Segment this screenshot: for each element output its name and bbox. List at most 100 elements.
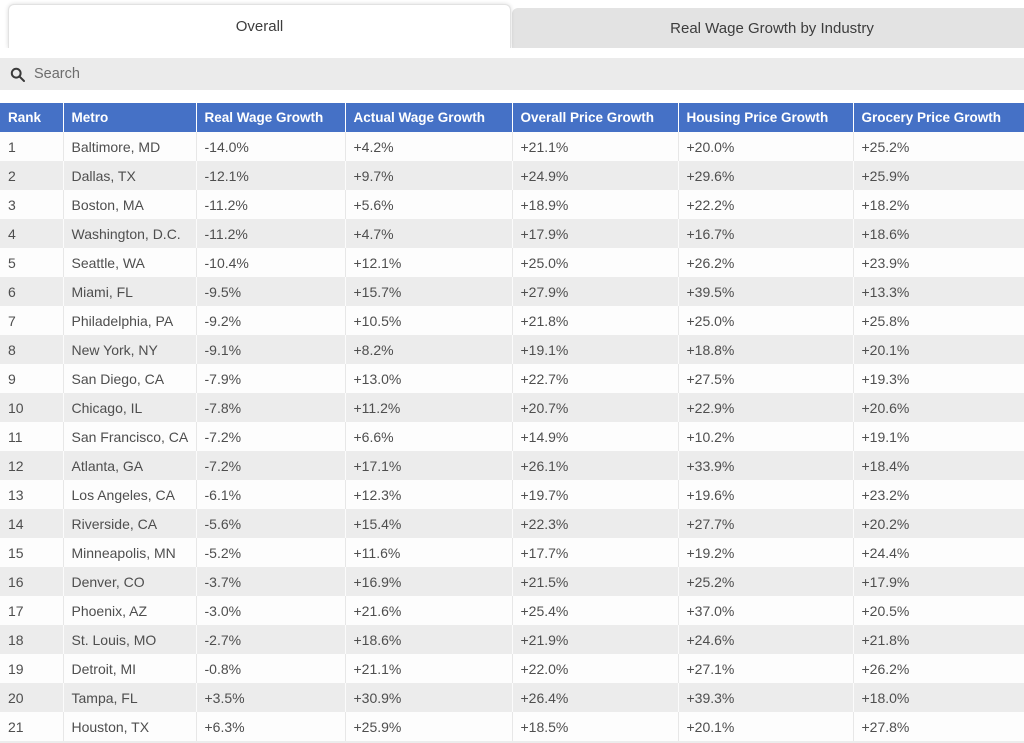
- tab-overall[interactable]: Overall: [8, 4, 511, 48]
- cell-overall-price-growth: +26.4%: [511, 683, 678, 712]
- cell-grocery-price-growth: +18.0%: [852, 683, 1024, 712]
- table-row: 1 Baltimore, MD -14.0% +4.2% +21.1% +20.0% +25…: [0, 132, 1024, 161]
- cell-grocery-price-growth: +19.3%: [852, 364, 1024, 393]
- table-row: 21 Houston, TX +6.3% +25.9% +18.5% +20.1% +27.…: [0, 712, 1024, 741]
- cell-overall-price-growth: +17.9%: [511, 219, 678, 248]
- column-header-housing-price-growth[interactable]: Housing Price Growth: [677, 103, 853, 132]
- cell-rank: 4: [8, 225, 16, 242]
- table-row: 12 Atlanta, GA -7.2% +17.1% +26.1% +33.9% +18.…: [0, 451, 1024, 480]
- cell-rank: 1: [8, 138, 16, 155]
- cell-metro: Baltimore, MD: [62, 132, 196, 161]
- cell-rank: 8: [8, 341, 16, 358]
- table-row: 10 Chicago, IL -7.8% +11.2% +20.7% +22.9% +20.…: [0, 393, 1024, 422]
- cell-grocery-price-growth: +25.2%: [852, 132, 1024, 161]
- table-row: 16 Denver, CO -3.7% +16.9% +21.5% +25.2% +17.9…: [0, 567, 1024, 596]
- cell-metro: Los Angeles, CA: [62, 480, 196, 509]
- cell-rank: 18: [8, 631, 24, 648]
- cell-housing-price-growth: +19.2%: [677, 538, 853, 567]
- cell-overall-price-growth: +22.0%: [511, 654, 678, 683]
- cell-housing-price-growth: +25.2%: [677, 567, 853, 596]
- cell-metro: Riverside, CA: [62, 509, 196, 538]
- cell-real-wage-growth: -5.6%: [195, 509, 345, 538]
- cell-overall-price-growth: +22.3%: [511, 509, 678, 538]
- search-icon: [10, 67, 25, 82]
- cell-actual-wage-growth: +9.7%: [344, 161, 512, 190]
- cell-actual-wage-growth: +12.3%: [344, 480, 512, 509]
- tab-overall-label: Overall: [235, 18, 284, 35]
- cell-metro: Atlanta, GA: [62, 451, 196, 480]
- cell-housing-price-growth: +26.2%: [677, 248, 853, 277]
- cell-real-wage-growth: -7.2%: [195, 451, 345, 480]
- search-bar: [0, 58, 1024, 90]
- table-row: 14 Riverside, CA -5.6% +15.4% +22.3% +27.7% +2…: [0, 509, 1024, 538]
- cell-overall-price-growth: +22.7%: [511, 364, 678, 393]
- cell-grocery-price-growth: +18.6%: [852, 219, 1024, 248]
- cell-housing-price-growth: +20.1%: [677, 712, 853, 741]
- table-header-row: Rank Metro Real Wage Growth Actual Wage Gro…: [0, 103, 1024, 132]
- cell-housing-price-growth: +22.9%: [677, 393, 853, 422]
- cell-grocery-price-growth: +18.2%: [852, 190, 1024, 219]
- data-table: Rank Metro Real Wage Growth Actual Wage Gro…: [0, 103, 1024, 741]
- tab-real-wage-growth-by-industry[interactable]: Real Wage Growth by Industry: [512, 8, 1024, 48]
- cell-actual-wage-growth: +17.1%: [344, 451, 512, 480]
- cell-overall-price-growth: +18.5%: [511, 712, 678, 741]
- column-header-rank[interactable]: Rank: [0, 103, 63, 132]
- cell-housing-price-growth: +24.6%: [677, 625, 853, 654]
- column-header-overall-price-growth[interactable]: Overall Price Growth: [511, 103, 678, 132]
- cell-metro: San Francisco, CA: [62, 422, 196, 451]
- cell-metro: Tampa, FL: [62, 683, 196, 712]
- cell-real-wage-growth: -9.5%: [195, 277, 345, 306]
- cell-overall-price-growth: +21.9%: [511, 625, 678, 654]
- cell-grocery-price-growth: +20.5%: [852, 596, 1024, 625]
- cell-actual-wage-growth: +30.9%: [344, 683, 512, 712]
- cell-rank: 6: [8, 283, 16, 300]
- cell-grocery-price-growth: +17.9%: [852, 567, 1024, 596]
- cell-rank: 14: [8, 515, 24, 532]
- cell-metro: St. Louis, MO: [62, 625, 196, 654]
- table-row: 9 San Diego, CA -7.9% +13.0% +22.7% +27.5% +19…: [0, 364, 1024, 393]
- table-row: 19 Detroit, MI -0.8% +21.1% +22.0% +27.1% +26.…: [0, 654, 1024, 683]
- cell-overall-price-growth: +25.0%: [511, 248, 678, 277]
- cell-rank: 11: [8, 428, 23, 445]
- table-row: 4 Washington, D.C. -11.2% +4.7% +17.9% +16.7%…: [0, 219, 1024, 248]
- cell-grocery-price-growth: +21.8%: [852, 625, 1024, 654]
- table-row: 13 Los Angeles, CA -6.1% +12.3% +19.7% +19.6%…: [0, 480, 1024, 509]
- cell-grocery-price-growth: +24.4%: [852, 538, 1024, 567]
- cell-overall-price-growth: +27.9%: [511, 277, 678, 306]
- table-row: 6 Miami, FL -9.5% +15.7% +27.9% +39.5% +13.3%: [0, 277, 1024, 306]
- cell-housing-price-growth: +18.8%: [677, 335, 853, 364]
- cell-overall-price-growth: +25.4%: [511, 596, 678, 625]
- cell-rank: 17: [8, 602, 24, 619]
- search-input[interactable]: [34, 66, 1014, 82]
- column-header-grocery-price-growth[interactable]: Grocery Price Growth: [852, 103, 1024, 132]
- cell-real-wage-growth: -0.8%: [195, 654, 345, 683]
- cell-rank: 16: [8, 573, 24, 590]
- cell-housing-price-growth: +27.1%: [677, 654, 853, 683]
- cell-rank: 19: [8, 660, 24, 677]
- table-row: 20 Tampa, FL +3.5% +30.9% +26.4% +39.3% +18.0%: [0, 683, 1024, 712]
- cell-real-wage-growth: -10.4%: [195, 248, 345, 277]
- cell-actual-wage-growth: +15.7%: [344, 277, 512, 306]
- cell-rank: 21: [8, 718, 24, 735]
- column-header-metro[interactable]: Metro: [62, 103, 196, 132]
- cell-real-wage-growth: +3.5%: [195, 683, 345, 712]
- cell-rank: 12: [8, 457, 24, 474]
- cell-real-wage-growth: -7.9%: [195, 364, 345, 393]
- cell-housing-price-growth: +37.0%: [677, 596, 853, 625]
- cell-metro: San Diego, CA: [62, 364, 196, 393]
- cell-real-wage-growth: -9.2%: [195, 306, 345, 335]
- cell-grocery-price-growth: +23.2%: [852, 480, 1024, 509]
- cell-actual-wage-growth: +11.6%: [344, 538, 512, 567]
- column-header-actual-wage-growth[interactable]: Actual Wage Growth: [344, 103, 512, 132]
- cell-real-wage-growth: -14.0%: [195, 132, 345, 161]
- cell-actual-wage-growth: +13.0%: [344, 364, 512, 393]
- cell-grocery-price-growth: +20.2%: [852, 509, 1024, 538]
- cell-overall-price-growth: +24.9%: [511, 161, 678, 190]
- cell-grocery-price-growth: +25.8%: [852, 306, 1024, 335]
- column-header-real-wage-growth[interactable]: Real Wage Growth: [195, 103, 345, 132]
- cell-actual-wage-growth: +4.7%: [344, 219, 512, 248]
- cell-overall-price-growth: +19.7%: [511, 480, 678, 509]
- cell-actual-wage-growth: +15.4%: [344, 509, 512, 538]
- cell-grocery-price-growth: +23.9%: [852, 248, 1024, 277]
